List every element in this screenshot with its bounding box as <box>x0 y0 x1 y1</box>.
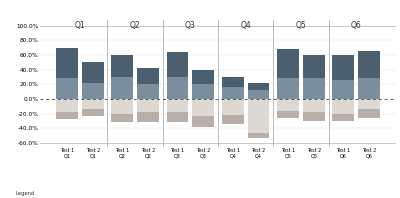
Bar <box>222 99 244 115</box>
Text: Q2: Q2 <box>130 21 140 30</box>
Text: Q6: Q6 <box>351 21 362 30</box>
Bar <box>248 83 269 90</box>
Bar <box>82 99 104 109</box>
Bar <box>167 52 188 77</box>
Bar <box>303 55 324 78</box>
Bar <box>112 77 133 99</box>
Bar <box>277 49 299 78</box>
Bar <box>56 112 78 119</box>
Text: Q3: Q3 <box>185 21 196 30</box>
Bar <box>248 133 269 138</box>
Bar <box>192 99 214 116</box>
Bar <box>192 116 214 127</box>
Bar <box>56 48 78 78</box>
Bar <box>167 112 188 122</box>
Bar <box>358 50 380 78</box>
Text: Legend: Legend <box>15 191 34 196</box>
Bar <box>277 78 299 99</box>
Bar <box>358 78 380 99</box>
Bar <box>277 111 299 118</box>
Bar <box>82 83 104 99</box>
Bar <box>137 68 159 84</box>
Bar <box>303 99 324 112</box>
Bar <box>222 77 244 87</box>
Bar <box>192 70 214 84</box>
Bar <box>167 77 188 99</box>
Bar <box>56 99 78 112</box>
Bar <box>358 99 380 109</box>
Bar <box>222 87 244 99</box>
Bar <box>82 62 104 83</box>
Bar <box>137 112 159 122</box>
Bar <box>112 114 133 122</box>
Bar <box>248 90 269 99</box>
Bar <box>277 99 299 111</box>
Bar <box>137 84 159 99</box>
Text: Q1: Q1 <box>74 21 85 30</box>
Bar <box>112 99 133 114</box>
Bar <box>358 109 380 118</box>
Bar <box>82 109 104 116</box>
Bar <box>112 55 133 77</box>
Bar <box>303 112 324 121</box>
Bar <box>192 84 214 99</box>
Bar <box>332 99 354 114</box>
Bar <box>56 78 78 99</box>
Bar <box>137 99 159 112</box>
Bar <box>332 80 354 99</box>
Bar <box>222 115 244 124</box>
Bar <box>303 78 324 99</box>
Bar <box>167 99 188 112</box>
Bar <box>332 114 354 121</box>
Bar <box>332 55 354 80</box>
Text: Q4: Q4 <box>240 21 251 30</box>
Text: Q5: Q5 <box>296 21 306 30</box>
Bar <box>248 99 269 133</box>
